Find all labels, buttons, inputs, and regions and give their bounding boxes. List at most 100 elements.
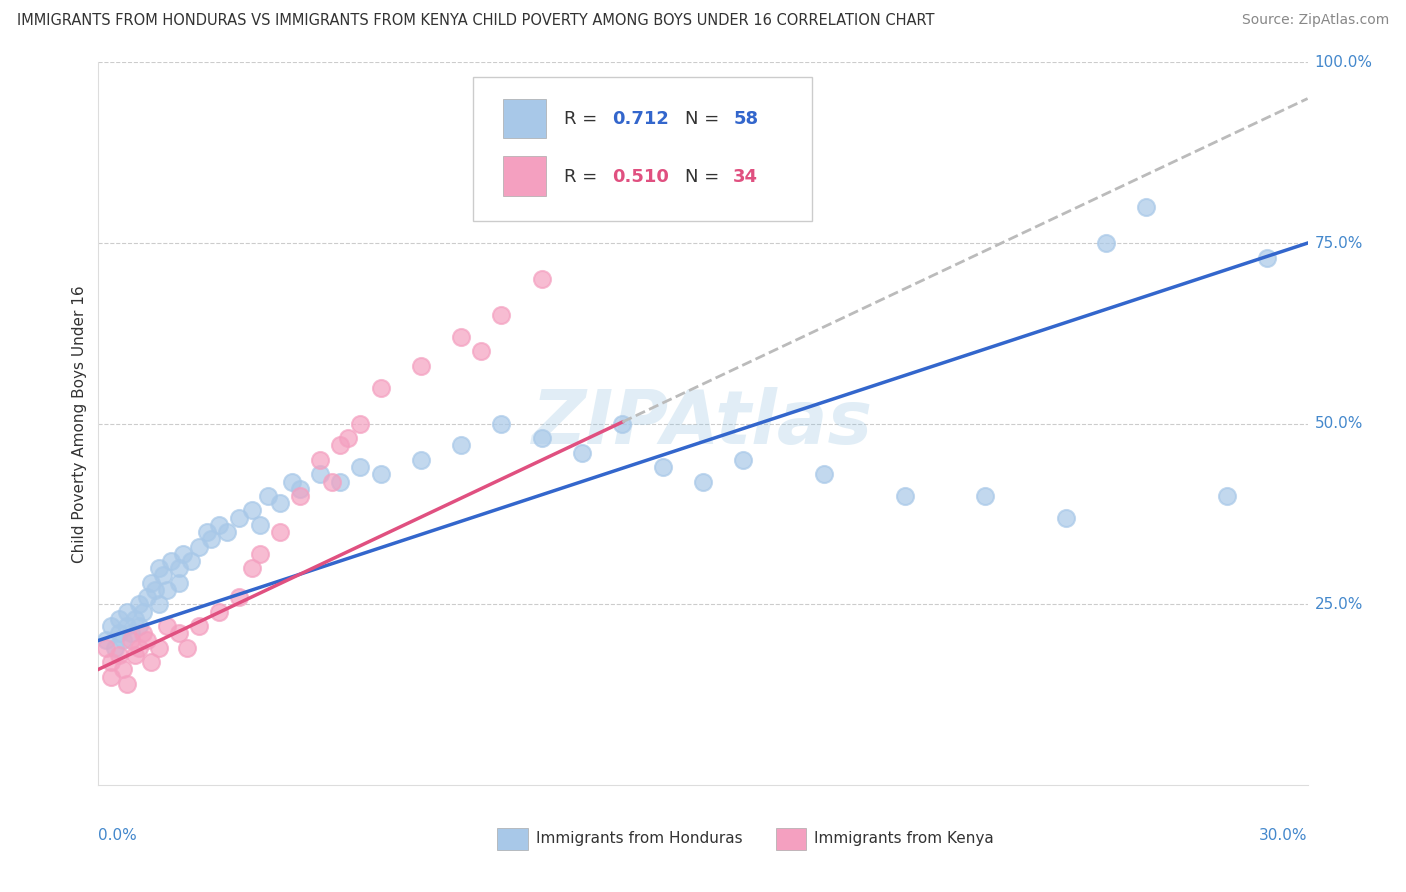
Text: 30.0%: 30.0% <box>1260 829 1308 843</box>
Text: 0.0%: 0.0% <box>98 829 138 843</box>
Text: 34: 34 <box>734 168 758 186</box>
Point <box>128 598 150 612</box>
Point <box>281 475 304 489</box>
Text: 58: 58 <box>734 110 758 128</box>
Point <box>337 431 360 445</box>
Point <box>96 633 118 648</box>
Point <box>148 640 170 655</box>
Point <box>450 438 472 452</box>
Point <box>188 619 211 633</box>
Point <box>612 417 634 431</box>
Point <box>120 626 142 640</box>
Point <box>128 619 150 633</box>
Point <box>160 554 183 568</box>
Point <box>249 517 271 532</box>
Point <box>124 612 146 626</box>
Point <box>115 605 138 619</box>
Point <box>172 547 194 561</box>
Point <box>176 640 198 655</box>
Point <box>269 524 291 539</box>
Point <box>167 575 190 590</box>
Text: N =: N = <box>685 110 725 128</box>
Point <box>208 517 231 532</box>
Point <box>132 605 155 619</box>
FancyBboxPatch shape <box>776 829 806 850</box>
Point <box>100 655 122 669</box>
Point <box>139 655 162 669</box>
Point <box>132 626 155 640</box>
Point <box>135 590 157 604</box>
Point <box>200 533 222 547</box>
Point <box>349 417 371 431</box>
Point <box>491 309 513 323</box>
Point <box>530 272 553 286</box>
Point <box>813 467 835 482</box>
Point <box>107 648 129 662</box>
Point <box>156 582 179 597</box>
Text: Immigrants from Honduras: Immigrants from Honduras <box>536 831 742 846</box>
Text: R =: R = <box>564 110 603 128</box>
Text: Source: ZipAtlas.com: Source: ZipAtlas.com <box>1241 13 1389 28</box>
Point <box>409 359 432 373</box>
Point <box>733 453 755 467</box>
Point <box>1054 510 1077 524</box>
FancyBboxPatch shape <box>503 98 546 138</box>
Point <box>256 489 278 503</box>
Point <box>249 547 271 561</box>
Point <box>1216 489 1239 503</box>
Point <box>240 561 263 575</box>
Point <box>103 640 125 655</box>
FancyBboxPatch shape <box>503 156 546 196</box>
Point <box>288 489 311 503</box>
Text: ZIPAtlas: ZIPAtlas <box>533 387 873 460</box>
Text: Immigrants from Kenya: Immigrants from Kenya <box>814 831 994 846</box>
Text: 75.0%: 75.0% <box>1315 235 1362 251</box>
Point <box>115 677 138 691</box>
Point <box>100 669 122 683</box>
Point <box>107 626 129 640</box>
Point <box>530 431 553 445</box>
Point <box>228 510 250 524</box>
Text: 0.712: 0.712 <box>613 110 669 128</box>
Point <box>240 503 263 517</box>
Point <box>115 619 138 633</box>
Point <box>156 619 179 633</box>
Text: 50.0%: 50.0% <box>1315 417 1362 431</box>
Point <box>470 344 492 359</box>
Point <box>143 582 166 597</box>
Point <box>148 561 170 575</box>
Point <box>128 640 150 655</box>
Point <box>135 633 157 648</box>
Point <box>288 482 311 496</box>
FancyBboxPatch shape <box>474 77 811 221</box>
Point <box>208 605 231 619</box>
Point <box>96 640 118 655</box>
Point <box>692 475 714 489</box>
Text: N =: N = <box>685 168 725 186</box>
Point <box>450 330 472 344</box>
Point <box>100 619 122 633</box>
Point <box>571 445 593 459</box>
Text: 25.0%: 25.0% <box>1315 597 1362 612</box>
Point <box>370 467 392 482</box>
Point <box>1135 200 1157 214</box>
Point <box>1095 235 1118 250</box>
Text: R =: R = <box>564 168 603 186</box>
Point <box>180 554 202 568</box>
Text: 0.510: 0.510 <box>613 168 669 186</box>
FancyBboxPatch shape <box>498 829 527 850</box>
Point <box>309 453 332 467</box>
Point <box>107 612 129 626</box>
Point <box>651 460 673 475</box>
Point <box>124 648 146 662</box>
Point <box>111 662 134 676</box>
Point <box>217 524 239 539</box>
Point <box>167 626 190 640</box>
Point <box>228 590 250 604</box>
Point <box>152 568 174 582</box>
Text: IMMIGRANTS FROM HONDURAS VS IMMIGRANTS FROM KENYA CHILD POVERTY AMONG BOYS UNDER: IMMIGRANTS FROM HONDURAS VS IMMIGRANTS F… <box>17 13 935 29</box>
Point <box>321 475 343 489</box>
Point <box>349 460 371 475</box>
Point <box>188 540 211 554</box>
Point <box>269 496 291 510</box>
